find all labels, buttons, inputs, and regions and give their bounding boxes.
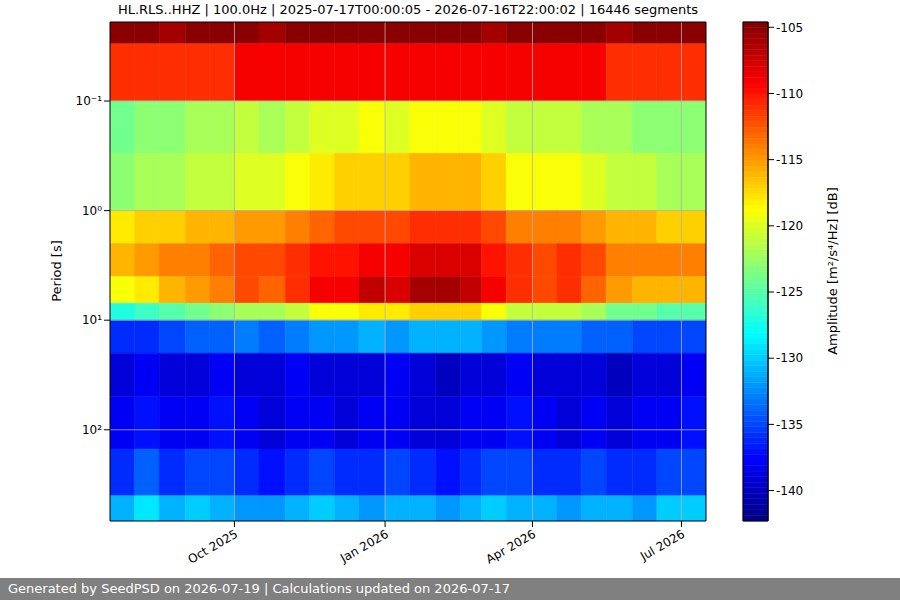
svg-text:-110: -110 — [776, 87, 803, 101]
svg-text:Apr 2026: Apr 2026 — [483, 527, 538, 567]
svg-text:Jul 2026: Jul 2026 — [637, 527, 687, 564]
svg-text:-105: -105 — [776, 21, 803, 35]
svg-text:-115: -115 — [776, 153, 803, 167]
svg-text:Jan 2026: Jan 2026 — [337, 527, 391, 566]
svg-text:10¹: 10¹ — [82, 313, 102, 327]
svg-text:10²: 10² — [82, 423, 102, 437]
svg-text:-120: -120 — [776, 219, 803, 233]
html-text:Amplitude [m²/s⁴/Hz] [dB]: Amplitude [m²/s⁴/Hz] [dB] — [824, 187, 840, 355]
svg-text:-130: -130 — [776, 351, 803, 365]
svg-text:10⁻¹: 10⁻¹ — [76, 94, 103, 108]
svg-text:-125: -125 — [776, 285, 803, 299]
svg-text:10⁰: 10⁰ — [82, 204, 102, 218]
svg-text:-135: -135 — [776, 418, 803, 432]
html-text:Period [s]: Period [s] — [48, 240, 64, 302]
html-text:Generated by SeedPSD on 2026-0: Generated by SeedPSD on 2026-07-19 | Cal… — [8, 581, 510, 596]
html-text:HL.RLS..HHZ | 100.0Hz | 2025-0: HL.RLS..HHZ | 100.0Hz | 2025-07-17T00:00… — [117, 2, 699, 17]
svg-text:Oct 2025: Oct 2025 — [185, 527, 240, 567]
svg-text:-140: -140 — [776, 484, 803, 498]
